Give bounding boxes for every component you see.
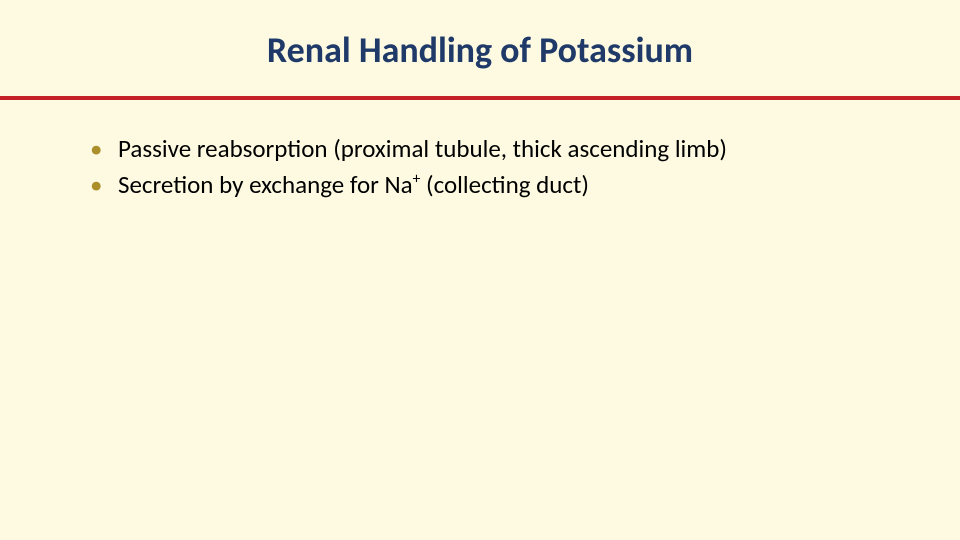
slide-title: Renal Handling of Potassium — [0, 0, 960, 96]
list-item: Secretion by exchange for Na+ (collectin… — [90, 168, 900, 202]
list-item: Passive reabsorption (proximal tubule, t… — [90, 132, 900, 166]
bullet-text-prefix: Secretion by exchange for Na — [118, 169, 413, 200]
bullet-list: Passive reabsorption (proximal tubule, t… — [0, 100, 960, 202]
bullet-text: Passive reabsorption (proximal tubule, t… — [118, 133, 727, 164]
bullet-text-suffix: (collecting duct) — [420, 169, 589, 200]
